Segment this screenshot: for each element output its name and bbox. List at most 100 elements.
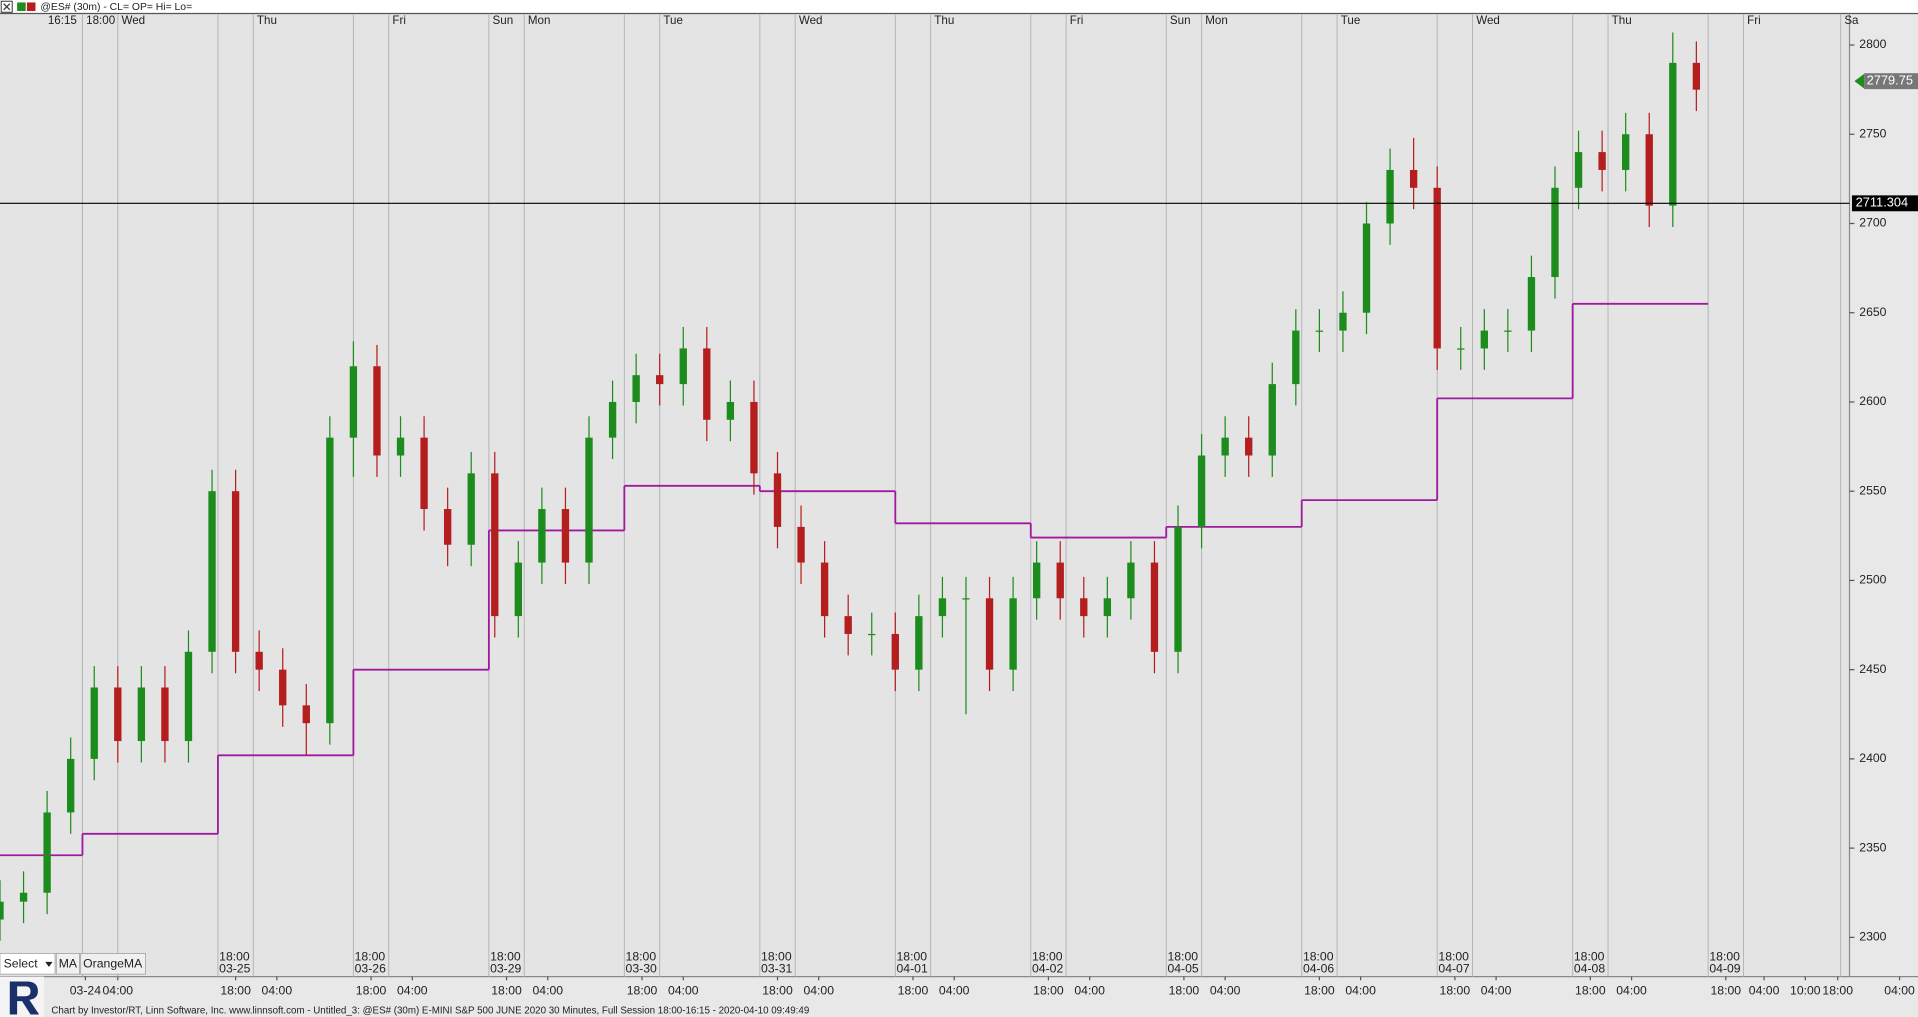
candle-body <box>632 375 640 402</box>
candle-body <box>19 892 28 902</box>
chart-title: @ES# (30m) - CL= OP= Hi= Lo= <box>40 2 192 13</box>
candle-body <box>1551 187 1559 278</box>
candle-body <box>514 562 523 617</box>
session-time-label: 18:00 <box>490 949 521 963</box>
x-tick-label: 18:00 <box>1822 984 1853 998</box>
candle-body <box>67 758 75 813</box>
candle-body <box>750 401 758 474</box>
session-time-label: 18:00 <box>1167 949 1198 963</box>
candle-body <box>585 437 593 563</box>
x-tick-label: 18:00 <box>1440 984 1471 998</box>
x-tick-label: 18:00 <box>1169 984 1200 998</box>
y-tick-label: 2350 <box>1859 840 1886 854</box>
candle-body <box>255 651 263 670</box>
candle-body <box>443 509 452 545</box>
top-tick-label: Thu <box>1612 14 1632 27</box>
x-tick-label: 04:00 <box>103 984 134 998</box>
x-tick-label: 04:00 <box>803 984 834 998</box>
candle-body <box>561 509 570 563</box>
top-tick-label: Thu <box>257 14 277 27</box>
y-tick-label: 2550 <box>1859 483 1886 497</box>
session-time-label: 18:00 <box>761 949 792 963</box>
candle-body <box>1221 437 1229 456</box>
candle-body <box>608 401 617 438</box>
top-tick-label: Tue <box>663 14 683 27</box>
y-tick-label: 2800 <box>1859 37 1886 51</box>
price-axis <box>1849 14 1918 977</box>
x-tick-label: 04:00 <box>1210 984 1241 998</box>
dropdown-arrow <box>45 961 53 967</box>
x-tick-label: 04:00 <box>668 984 699 998</box>
select-label[interactable]: Select <box>4 957 39 971</box>
candle-body <box>1315 330 1324 332</box>
candle-body <box>797 526 805 563</box>
candle-body <box>1009 598 1017 670</box>
candle-body <box>1527 277 1536 331</box>
candle-body <box>1127 562 1135 599</box>
x-tick-label: 18:00 <box>491 984 522 998</box>
toolbar-button-label[interactable]: OrangeMA <box>83 957 143 971</box>
candle-body <box>0 901 4 920</box>
candle-body <box>1692 62 1701 90</box>
select-dropdown[interactable] <box>0 952 56 975</box>
top-tick-label: Mon <box>1205 14 1228 27</box>
session-time-label: 18:00 <box>1438 949 1469 963</box>
session-date-label: 03-30 <box>626 962 657 976</box>
candle-body <box>1598 152 1606 170</box>
session-time-label: 18:00 <box>626 949 657 963</box>
toolbar-button[interactable] <box>80 952 146 975</box>
session-date-label: 03-25 <box>219 962 250 976</box>
top-tick-label: Wed <box>121 14 145 27</box>
session-time-label: 18:00 <box>1709 949 1740 963</box>
candle-body <box>1197 455 1206 527</box>
top-tick-label: Thu <box>934 14 954 27</box>
x-tick-label: 18:00 <box>762 984 793 998</box>
candle-body <box>1292 330 1300 385</box>
hline-label: 2711.304 <box>1856 195 1909 210</box>
color-swatch <box>26 2 36 12</box>
candle-body <box>208 491 216 652</box>
candle-body <box>326 437 334 724</box>
top-tick-label: Fri <box>1747 14 1761 27</box>
x-tick-label: 18:00 <box>220 984 251 998</box>
candle-body <box>396 437 405 456</box>
candle-body <box>1457 348 1465 350</box>
candle-body <box>703 348 711 420</box>
candle-body <box>161 687 169 742</box>
candle-body <box>467 473 475 545</box>
session-time-label: 18:00 <box>219 949 250 963</box>
x-tick-label: 04:00 <box>1481 984 1512 998</box>
toolbar-button-label[interactable]: MA <box>59 957 78 971</box>
candle-body <box>891 633 899 670</box>
candle-body <box>137 687 146 742</box>
y-tick-label: 2650 <box>1859 305 1886 319</box>
top-tick-label: Fri <box>392 14 406 27</box>
candle-body <box>1433 187 1441 349</box>
top-tick-label: 18:00 <box>86 14 115 27</box>
time-axis <box>0 976 1918 1004</box>
candle-body <box>868 633 876 636</box>
x-tick-label: 18:00 <box>1711 984 1742 998</box>
candle-body <box>985 598 994 670</box>
candle-body <box>279 669 287 706</box>
x-tick-label: 18:00 <box>898 984 929 998</box>
x-tick-label: 04:00 <box>1616 984 1647 998</box>
x-tick-label: 04:00 <box>939 984 970 998</box>
plot-area: 2300 2350 2400 2450 2500 2550 2600 2650 2700 2750… <box>0 14 1887 977</box>
footer-text: Chart by Investor/RT, Linn Software, Inc… <box>51 1005 809 1016</box>
x-tick-label: 18:00 <box>356 984 387 998</box>
candle-body <box>184 651 193 742</box>
candle-body <box>1103 598 1112 617</box>
candle-body <box>1174 526 1182 652</box>
candle-body <box>915 616 923 670</box>
toolbar-button[interactable] <box>55 952 80 975</box>
session-date-label: 04-08 <box>1574 962 1605 976</box>
candle-body <box>1245 437 1253 456</box>
y-tick-label: 2700 <box>1859 216 1886 230</box>
session-date-label: 04-07 <box>1438 962 1469 976</box>
session-date-label: 04-02 <box>1032 962 1063 976</box>
candle-body <box>1622 134 1630 170</box>
candle-body <box>349 366 358 438</box>
x-tick-label: 03-24 <box>70 984 101 998</box>
